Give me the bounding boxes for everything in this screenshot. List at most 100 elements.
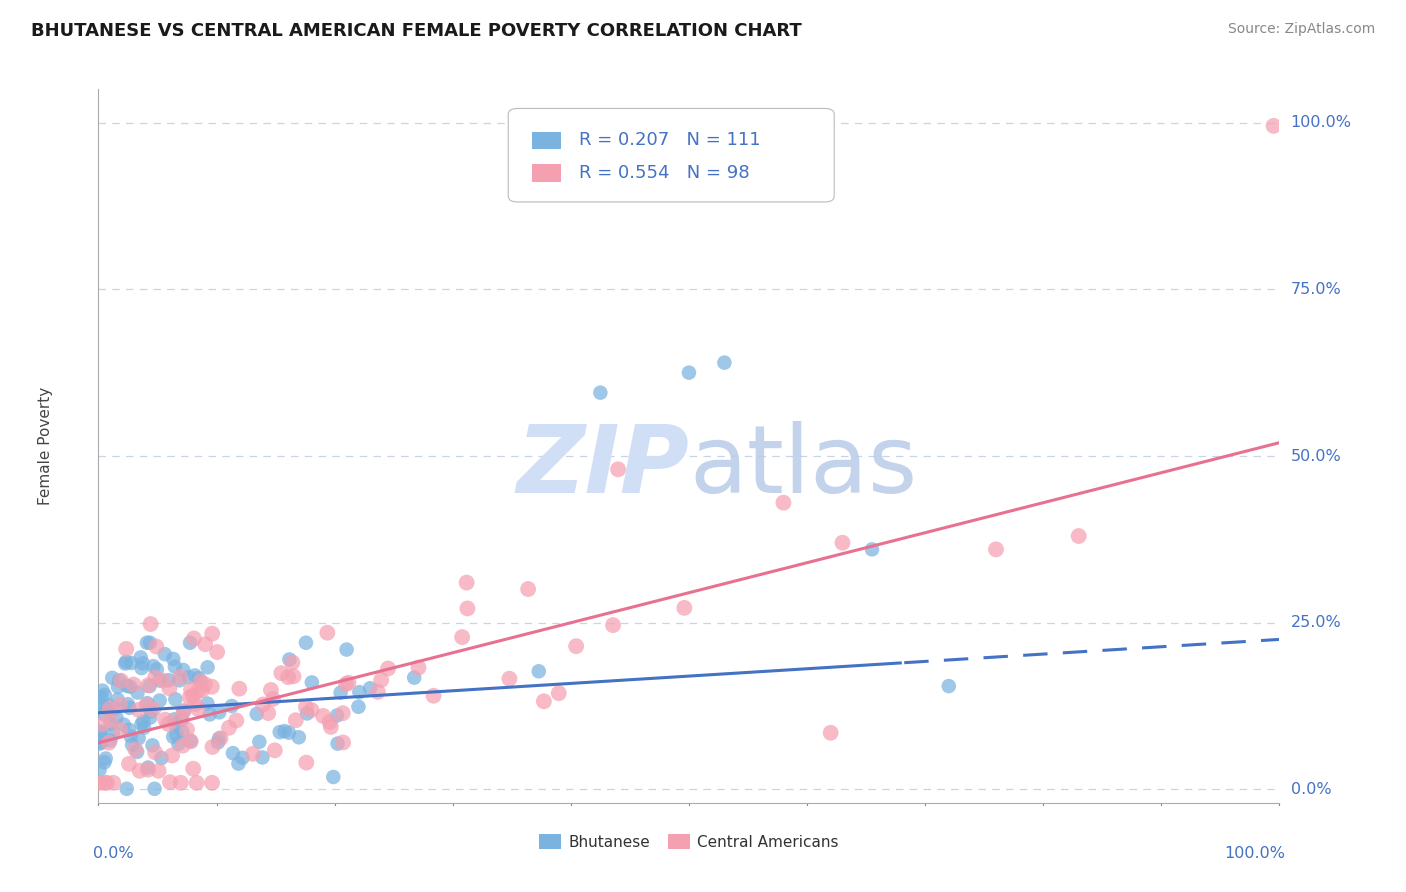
Point (135, 698, 157, 712)
Point (143, 670, 166, 684)
Point (179, 734, 201, 748)
Point (124, 742, 146, 756)
Point (222, 746, 245, 760)
Point (270, 666, 292, 681)
Point (221, 698, 243, 713)
Point (283, 669, 305, 683)
Point (162, 730, 184, 744)
Point (208, 731, 231, 746)
Point (136, 763, 159, 777)
Point (114, 657, 136, 671)
Point (456, 575, 478, 590)
Text: R = 0.207   N = 111: R = 0.207 N = 111 (579, 131, 761, 150)
Point (347, 699, 370, 714)
Point (335, 677, 357, 691)
Point (312, 709, 335, 723)
Point (132, 657, 155, 671)
Point (136, 678, 159, 692)
Point (190, 674, 212, 689)
Point (89, 724, 111, 739)
Point (122, 677, 145, 691)
Point (201, 776, 224, 790)
Point (326, 737, 349, 751)
Point (89, 776, 111, 790)
Point (90, 698, 112, 712)
Point (278, 652, 301, 666)
Point (121, 738, 143, 752)
Point (198, 707, 221, 722)
Point (184, 668, 207, 682)
Point (117, 697, 139, 711)
Point (257, 706, 280, 720)
Point (128, 703, 150, 717)
FancyBboxPatch shape (531, 164, 561, 182)
Point (163, 659, 186, 673)
Point (408, 660, 430, 674)
Point (97, 702, 120, 716)
Point (101, 671, 124, 685)
FancyBboxPatch shape (508, 109, 834, 202)
Point (90, 735, 112, 749)
Point (153, 647, 176, 661)
Point (269, 725, 291, 739)
Point (246, 706, 269, 721)
Point (173, 704, 195, 718)
Point (129, 650, 152, 665)
Point (228, 681, 250, 696)
Point (547, 686, 569, 700)
Point (98, 701, 121, 715)
Point (96, 776, 118, 790)
Point (89, 725, 111, 739)
Point (105, 710, 128, 724)
Point (277, 670, 299, 684)
Point (146, 662, 169, 676)
Point (225, 714, 247, 728)
Point (607, 462, 630, 476)
Point (127, 745, 149, 759)
Point (169, 673, 191, 688)
Point (197, 660, 219, 674)
Point (187, 671, 209, 685)
Point (149, 693, 172, 707)
Legend: Bhutanese, Central Americans: Bhutanese, Central Americans (533, 828, 845, 855)
Point (139, 710, 162, 724)
Point (180, 682, 202, 697)
Point (142, 703, 165, 717)
Point (533, 694, 555, 708)
Point (242, 747, 264, 761)
Point (332, 706, 354, 721)
Point (163, 712, 186, 726)
Point (150, 751, 173, 765)
Point (136, 636, 159, 650)
Text: 50.0%: 50.0% (1291, 449, 1341, 464)
Text: 100.0%: 100.0% (1225, 846, 1285, 861)
Point (262, 692, 284, 706)
Point (176, 723, 198, 737)
Point (281, 656, 304, 670)
Text: atlas: atlas (689, 421, 917, 514)
Point (172, 663, 194, 677)
Point (107, 692, 129, 706)
Point (172, 739, 194, 753)
Point (319, 720, 342, 734)
Point (191, 683, 214, 698)
Point (159, 775, 181, 789)
Point (132, 714, 155, 729)
Point (336, 642, 359, 657)
Point (91, 706, 114, 721)
Point (284, 713, 307, 727)
Point (247, 735, 270, 749)
Point (170, 711, 193, 725)
Point (404, 671, 426, 685)
Point (451, 630, 474, 644)
Point (295, 636, 318, 650)
Point (143, 781, 166, 796)
Point (118, 723, 141, 737)
Point (142, 659, 165, 673)
Point (183, 632, 205, 646)
Point (181, 689, 204, 703)
Point (148, 673, 170, 688)
Point (93, 688, 115, 702)
Point (377, 661, 399, 675)
Point (103, 776, 125, 790)
